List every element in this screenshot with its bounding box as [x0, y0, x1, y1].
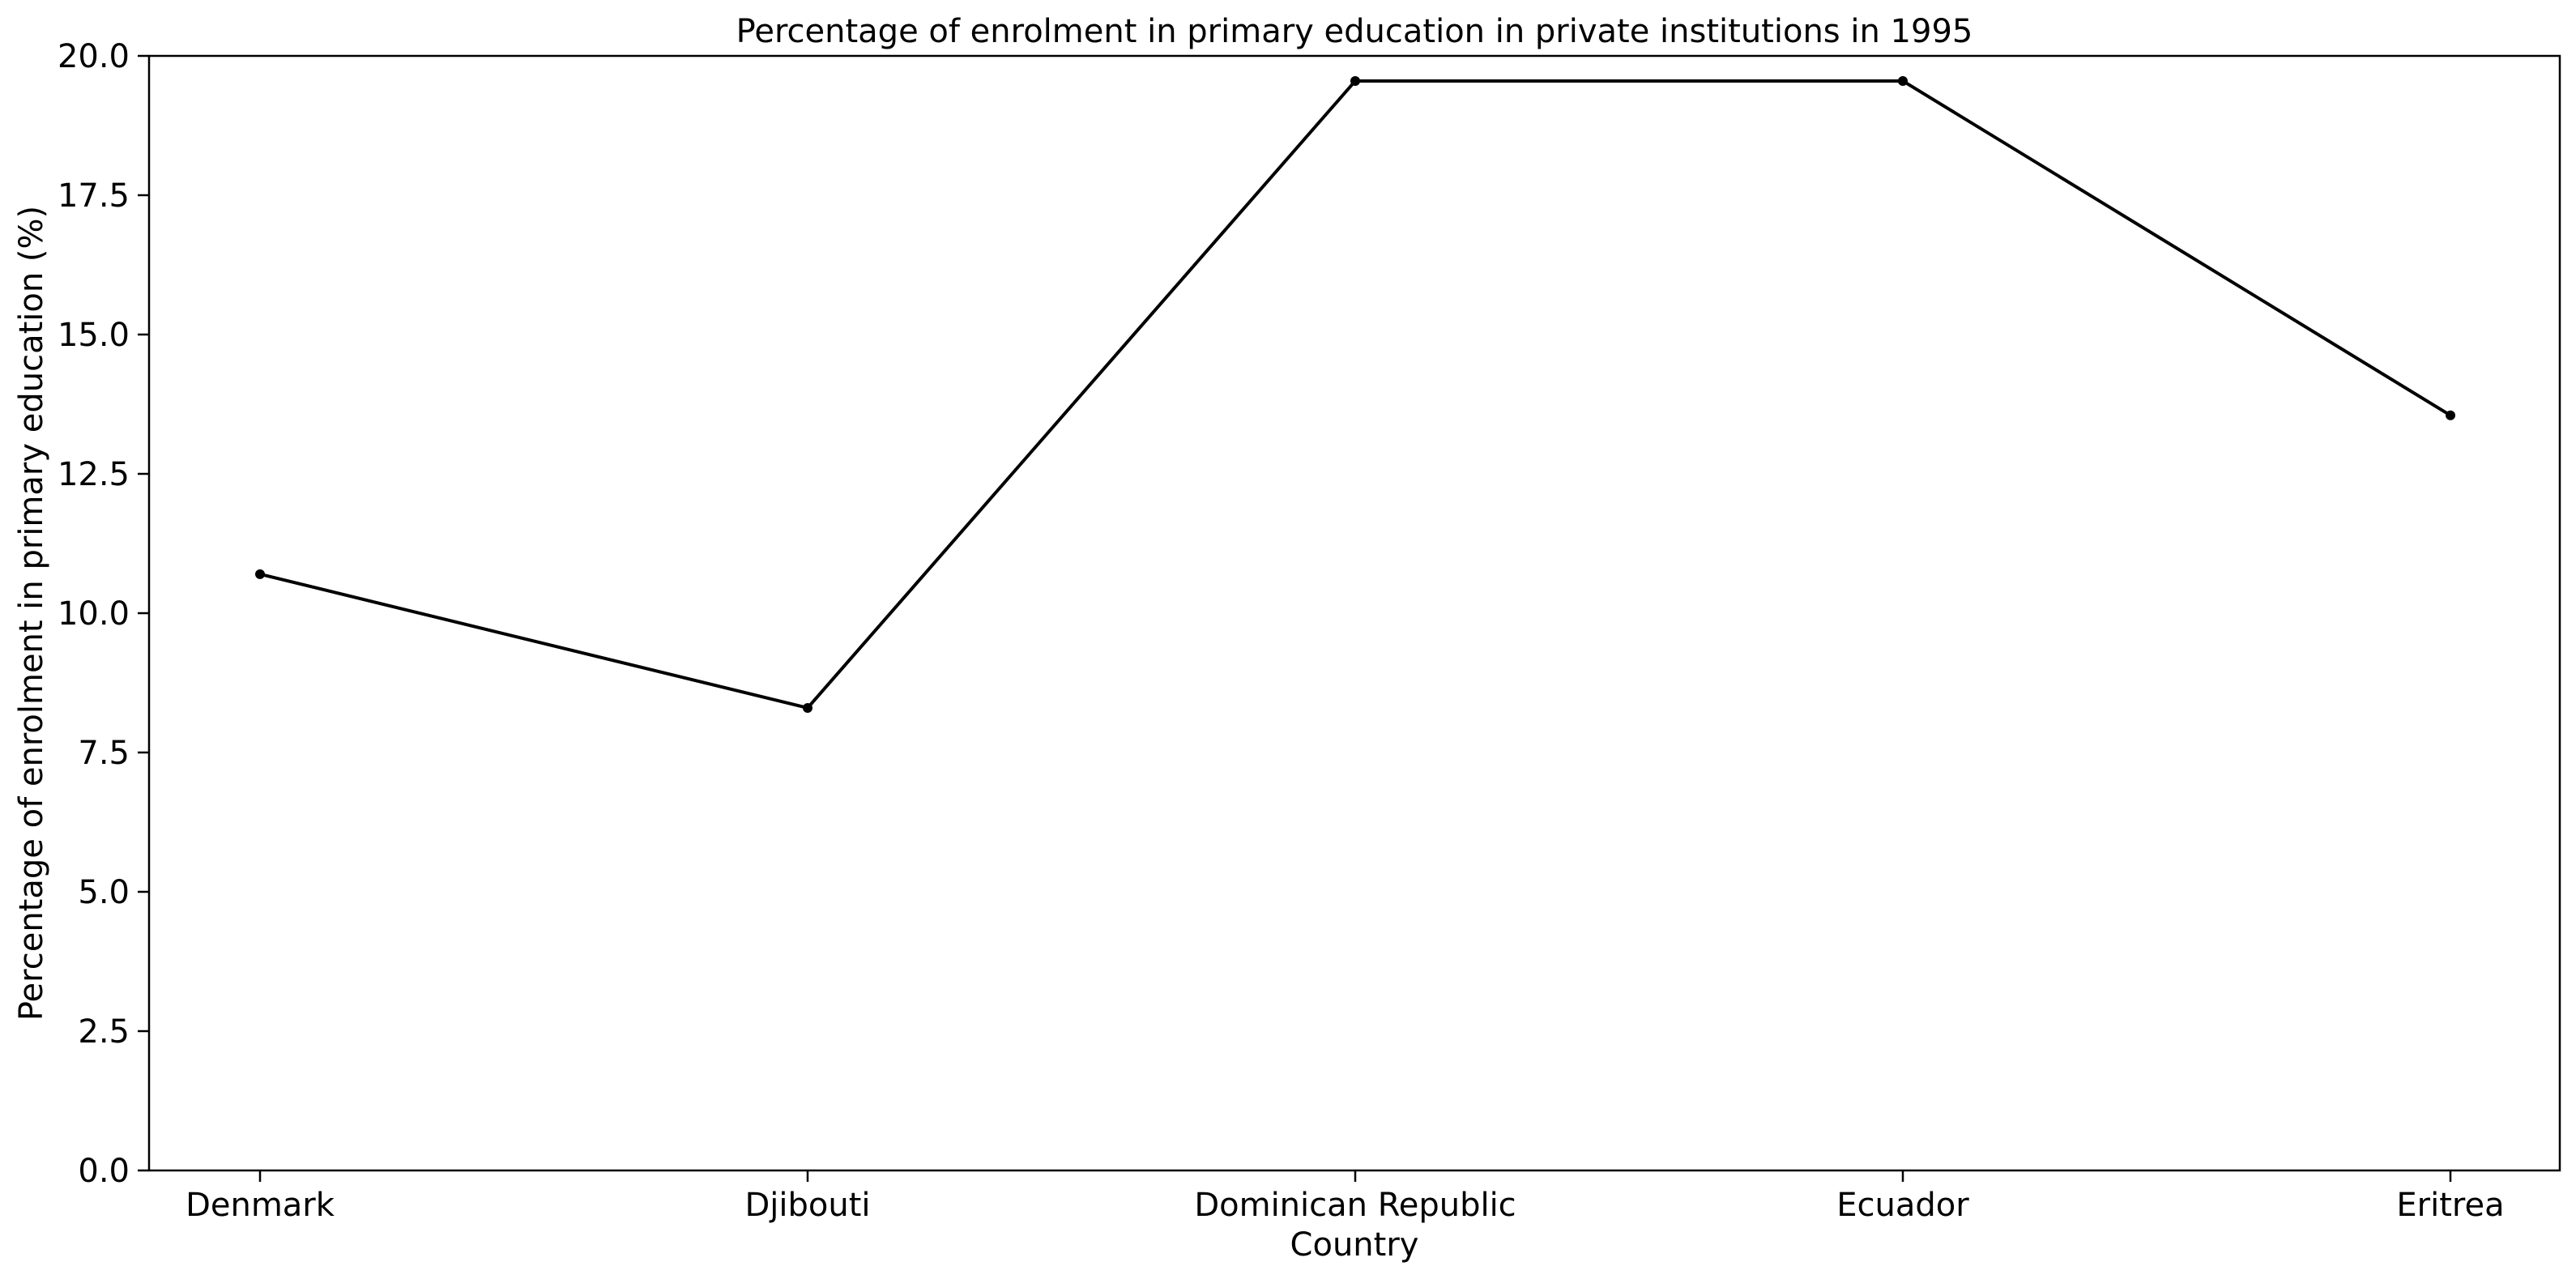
y-tick-label: 20.0: [58, 38, 130, 75]
data-point: [803, 702, 812, 713]
x-tick-label: Denmark: [186, 1187, 335, 1224]
x-axis: Denmark Djibouti Dominican Republic Ecuador…: [186, 1170, 2505, 1224]
y-axis-label: Percentage of enrolment in primary educa…: [13, 206, 50, 1021]
y-axis: 0.0 2.5 5.0 7.5 10.0 12.5 15.0 17.5 20.0: [58, 38, 149, 1190]
x-axis-label: Country: [1290, 1226, 1419, 1264]
y-tick-label: 5.0: [78, 874, 130, 911]
x-tick-label: Eritrea: [2396, 1187, 2504, 1224]
y-tick-label: 17.5: [58, 177, 130, 215]
axes-frame: [147, 54, 2561, 1172]
y-tick-label: 10.0: [58, 595, 130, 633]
y-tick-label: 12.5: [58, 456, 130, 493]
x-tick-label: Dominican Republic: [1194, 1187, 1516, 1224]
y-tick-label: 7.5: [78, 735, 130, 772]
x-tick-label: Djibouti: [744, 1187, 870, 1224]
x-tick-label: Ecuador: [1836, 1187, 1969, 1224]
data-point: [255, 569, 265, 579]
data-point: [2446, 410, 2455, 420]
chart-title: Percentage of enrolment in primary educa…: [736, 13, 1973, 50]
series-line: [259, 79, 2452, 710]
data-point: [1898, 75, 1908, 86]
plot-area: [255, 75, 2455, 713]
y-tick-label: 2.5: [78, 1013, 130, 1051]
y-tick-label: 0.0: [78, 1153, 130, 1190]
data-point: [1350, 75, 1360, 86]
y-tick-label: 15.0: [58, 317, 130, 354]
